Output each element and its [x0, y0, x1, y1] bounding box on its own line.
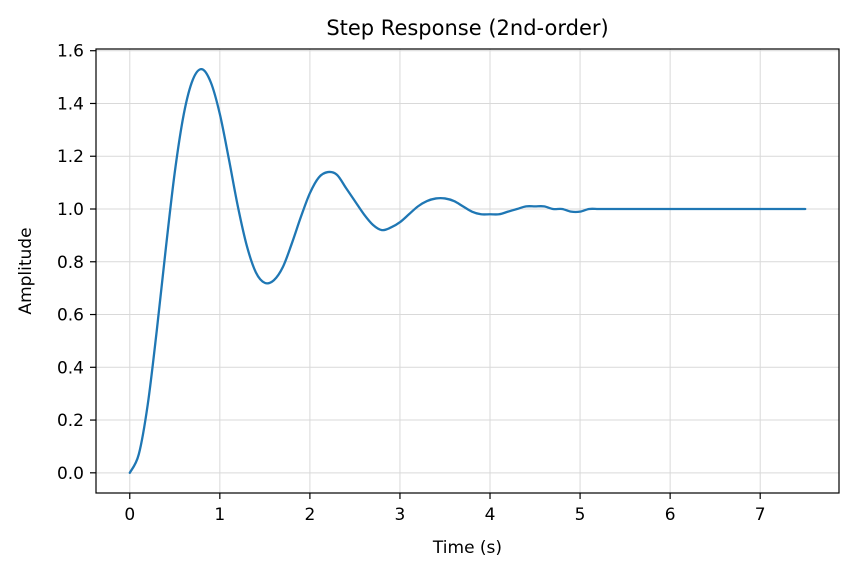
x-tick-label: 5	[575, 505, 586, 525]
series-layer	[128, 68, 807, 474]
x-axis-ticks: 0 1 2 3 4 5 6 7	[124, 493, 766, 525]
y-tick-label: 0.2	[57, 411, 84, 431]
axes-frame	[95, 48, 840, 494]
x-tick-label: 4	[485, 505, 496, 525]
y-tick-label: 1.6	[57, 42, 84, 62]
y-tick-label: 1.0	[57, 200, 84, 220]
x-tick-label: 6	[665, 505, 676, 525]
y-tick-label: 1.2	[57, 147, 84, 167]
y-axis-ticks: 0.0 0.2 0.4 0.6 0.8 1.0 1.2 1.4 1.6	[57, 42, 96, 484]
y-axis-label: Amplitude	[16, 227, 36, 314]
x-tick-label: 3	[395, 505, 406, 525]
x-axis-label: Time (s)	[432, 538, 502, 558]
x-tick-label: 0	[124, 505, 135, 525]
chart-title: Step Response (2nd-order)	[326, 16, 608, 40]
x-tick-label: 1	[214, 505, 225, 525]
x-tick-label: 7	[755, 505, 766, 525]
y-tick-label: 0.6	[57, 306, 84, 326]
series-line	[128, 68, 807, 474]
y-tick-label: 0.8	[57, 253, 84, 273]
y-tick-label: 1.4	[57, 94, 84, 114]
y-tick-label: 0.0	[57, 464, 84, 484]
x-tick-label: 2	[304, 505, 315, 525]
y-tick-label: 0.4	[57, 358, 84, 378]
